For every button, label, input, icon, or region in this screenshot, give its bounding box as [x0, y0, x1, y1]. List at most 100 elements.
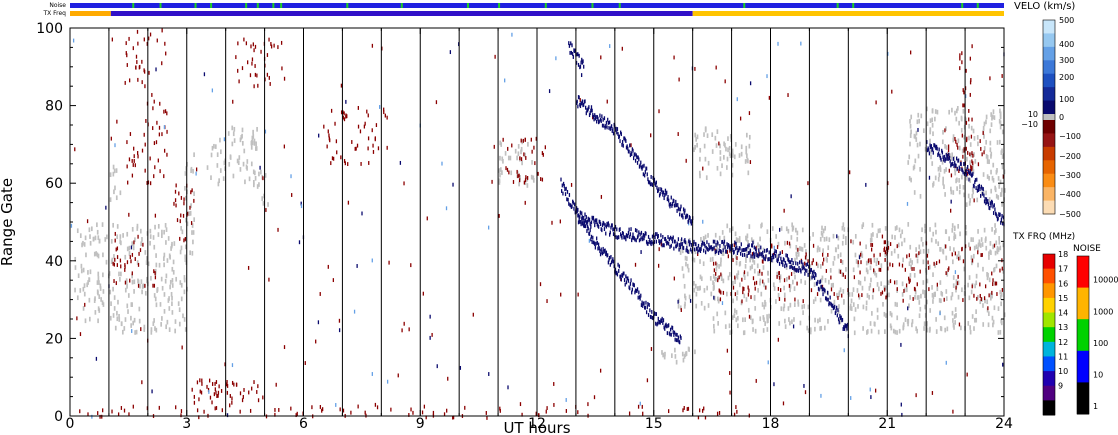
ground-scatter-point	[845, 267, 847, 272]
ground-scatter-point	[929, 227, 931, 232]
ground-scatter-point	[134, 237, 136, 243]
negative-velocity-point	[957, 274, 959, 279]
ground-scatter-point	[975, 244, 978, 250]
velocity-point	[900, 402, 902, 407]
ground-scatter-point	[766, 229, 769, 234]
positive-velocity-point	[966, 167, 968, 172]
velocity-point	[74, 147, 76, 152]
negative-velocity-point	[383, 110, 385, 115]
ground-scatter-point	[79, 233, 82, 238]
negative-velocity-point	[906, 254, 908, 259]
ground-scatter-point	[807, 328, 810, 333]
ground-scatter-point	[956, 106, 959, 111]
ground-scatter-point	[828, 279, 830, 285]
ground-scatter-point	[946, 271, 949, 277]
ground-scatter-point	[919, 306, 922, 312]
ground-scatter-point	[794, 257, 796, 263]
ground-scatter-point	[1002, 269, 1005, 274]
positive-velocity-point	[790, 264, 792, 269]
positive-velocity-point	[996, 214, 998, 219]
velocity-point	[388, 260, 390, 265]
ground-scatter-point	[986, 272, 988, 277]
ground-scatter-point	[531, 160, 533, 165]
negative-velocity-point	[965, 120, 968, 125]
ground-scatter-point	[132, 320, 134, 326]
positive-velocity-point	[990, 203, 992, 208]
positive-velocity-point	[653, 177, 656, 182]
negative-velocity-point	[546, 406, 548, 411]
negative-velocity-point	[984, 284, 987, 289]
velocity-point	[410, 263, 412, 268]
negative-velocity-point	[804, 261, 806, 266]
positive-velocity-point	[636, 287, 639, 292]
velocity-point	[422, 291, 424, 296]
velocity-point	[973, 198, 975, 203]
negative-velocity-point	[159, 101, 161, 106]
positive-velocity-point	[821, 284, 823, 289]
positive-velocity-point	[987, 202, 990, 207]
negative-velocity-point	[206, 384, 208, 389]
ground-scatter-point	[1003, 312, 1006, 318]
velocity-point	[499, 408, 501, 413]
positive-velocity-point	[696, 246, 698, 251]
positive-velocity-point	[647, 242, 649, 246]
positive-velocity-point	[974, 178, 977, 182]
ground-scatter-point	[901, 229, 904, 235]
positive-velocity-point	[592, 114, 595, 119]
negative-velocity-point	[887, 245, 890, 250]
positive-velocity-point	[594, 242, 596, 246]
ground-scatter-point	[157, 232, 160, 237]
ground-scatter-point	[809, 327, 812, 332]
positive-velocity-point	[724, 245, 726, 250]
negative-velocity-point	[180, 409, 183, 413]
ground-scatter-point	[996, 248, 999, 254]
ground-scatter-point	[179, 280, 182, 285]
ground-scatter-point	[929, 326, 931, 332]
negative-velocity-point	[277, 45, 279, 50]
ground-scatter-point	[727, 147, 729, 153]
negative-velocity-point	[367, 113, 369, 118]
positive-velocity-point	[959, 167, 961, 171]
noise-bar-marker	[466, 3, 469, 8]
negative-velocity-point	[908, 253, 910, 258]
negative-velocity-point	[878, 267, 880, 272]
positive-velocity-point	[621, 235, 623, 240]
ground-scatter-point	[999, 329, 1002, 335]
positive-velocity-point	[801, 266, 803, 271]
ground-scatter-point	[693, 287, 696, 293]
negative-velocity-point	[943, 297, 945, 302]
negative-velocity-point	[254, 72, 257, 77]
velocity-point	[694, 66, 696, 71]
ground-scatter-point	[913, 133, 916, 139]
positive-velocity-point	[837, 317, 840, 322]
ground-scatter-point	[977, 295, 979, 300]
ground-scatter-point	[818, 247, 821, 252]
negative-velocity-point	[761, 271, 763, 276]
negative-velocity-point	[97, 411, 99, 416]
velocity-point	[749, 81, 752, 86]
ground-scatter-point	[1001, 164, 1004, 170]
ground-scatter-point	[180, 282, 183, 288]
x-axis-label: UT hours	[503, 419, 570, 435]
ground-scatter-point	[980, 237, 983, 242]
ground-scatter-point	[982, 322, 985, 327]
ground-scatter-point	[710, 291, 713, 297]
ground-scatter-point	[725, 146, 727, 152]
ground-scatter-point	[745, 297, 748, 302]
ground-scatter-point	[102, 302, 105, 307]
ground-scatter-point	[987, 311, 990, 317]
positive-velocity-point	[961, 168, 964, 173]
ground-scatter-point	[949, 246, 951, 251]
negative-velocity-point	[701, 408, 704, 413]
ground-scatter-point	[958, 189, 961, 195]
negative-velocity-point	[971, 44, 973, 49]
positive-velocity-point	[576, 99, 578, 104]
negative-velocity-point	[179, 236, 181, 241]
ground-scatter-point	[953, 226, 956, 232]
negative-velocity-point	[535, 411, 537, 416]
positive-velocity-point	[974, 180, 976, 185]
ground-scatter-point	[210, 152, 213, 158]
positive-velocity-point	[596, 236, 598, 241]
positive-velocity-point	[591, 108, 593, 113]
negative-velocity-point	[812, 243, 815, 248]
